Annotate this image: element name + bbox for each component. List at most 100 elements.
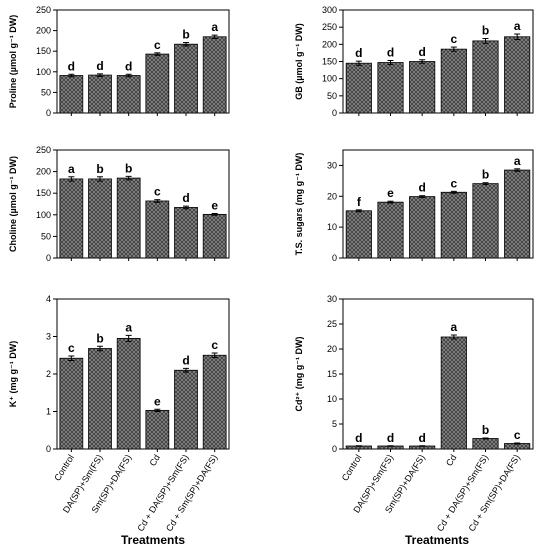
y-tick-label: 0 [46,253,51,263]
chart-panel-1: 0 50 100 150 200 250 Proline (µmol g⁻¹ DW) d d d c… [8,5,230,118]
y-tick-label: 3 [46,332,51,342]
y-tick-label: 150 [36,46,51,56]
bar [472,438,499,450]
plot-frame [56,149,230,259]
significance-letter: a [450,320,457,334]
y-axis-label: T.S. sugars (mg g⁻¹ DW) [294,153,304,256]
bar [116,337,141,450]
chart-panel-3: 0 50 100 150 200 250 Choline (µmol g⁻¹ DW) a b b c… [8,145,230,263]
x-category-label: Control [52,453,76,483]
y-tick-label: 0 [332,444,337,454]
significance-letter: d [182,353,189,367]
significance-letter: b [482,168,489,182]
y-tick-label: 1 [46,407,51,417]
y-tick-label: 10 [327,222,337,232]
bar [504,36,531,114]
significance-letter: d [418,431,425,445]
y-tick-label: 200 [322,39,337,49]
y-tick-label: 0 [332,108,337,118]
y-axis-label: K⁺ (mg g⁻¹ DW) [8,341,18,408]
y-tick-label: 20 [327,344,337,354]
significance-letter: e [211,199,218,213]
y-tick-label: 15 [327,369,337,379]
bar [174,369,198,450]
y-tick-label: 0 [46,108,51,118]
y-tick-label: 30 [327,294,337,304]
bar [116,177,141,259]
significance-letter: c [450,176,457,190]
bar [345,210,372,259]
bar [145,200,170,259]
bar [59,357,84,450]
y-tick-label: 5 [332,419,337,429]
significance-letter: d [125,59,132,73]
y-tick-label: 250 [322,22,337,32]
significance-letter: f [357,195,362,209]
x-category-label: Cd [147,453,162,468]
bar [377,201,404,259]
bar [88,178,112,259]
y-tick-label: 300 [322,5,337,15]
y-tick-label: 0 [46,444,51,454]
significance-letter: d [418,45,425,59]
y-tick-label: 150 [36,188,51,198]
bar [145,53,170,114]
bar [440,48,467,114]
significance-letter: d [387,45,394,59]
y-tick-label: 50 [327,91,337,101]
bar [88,74,112,114]
bar [440,336,467,450]
plot-frame [342,298,534,450]
bar [59,75,84,114]
y-tick-label: 150 [322,57,337,67]
significance-letter: c [154,38,161,52]
significance-letter: c [514,428,521,442]
y-tick-label: 25 [327,319,337,329]
y-tick-label: 50 [41,231,51,241]
bar [504,169,531,259]
y-tick-label: 200 [36,167,51,177]
significance-letter: a [68,162,75,176]
bar [59,178,84,259]
significance-letter: a [514,19,521,33]
bar [174,43,198,114]
y-axis-label: GB (µmol g⁻¹ DW) [294,23,304,99]
significance-letter: a [125,320,132,334]
y-tick-label: 250 [36,145,51,155]
y-tick-label: 4 [46,294,51,304]
significance-letter: d [68,59,75,73]
bar [440,191,467,259]
significance-letter: d [418,181,425,195]
y-tick-label: 250 [36,5,51,15]
chart-panel-2: 0 50 100 150 200 250 300 GB (µmol g⁻¹ DW) d d d c b a [294,5,534,118]
y-tick-label: 30 [327,160,337,170]
bar [409,61,436,114]
bar [345,62,372,114]
significance-letter: c [211,338,218,352]
y-tick-label: 50 [41,87,51,97]
y-axis-label: Choline (µmol g⁻¹ DW) [8,156,18,252]
x-category-label: Control [340,453,364,483]
y-tick-label: 100 [36,67,51,77]
bar [409,196,436,259]
significance-letter: b [482,23,489,37]
significance-letter: b [182,28,189,42]
significance-letter: c [68,341,75,355]
bar [202,36,227,114]
y-tick-label: 0 [332,253,337,263]
y-tick-label: 100 [36,210,51,220]
significance-letter: e [387,186,394,200]
bar [116,75,141,114]
bar [472,40,499,114]
x-category-label: Cd + DA(SP)+Sm(FS) [135,453,190,533]
chart-panel-6: 0 5 10 15 20 25 30 Cd²⁺ (mg g⁻¹ DW) d d d a b c Contro… [294,294,534,533]
bar [472,183,499,259]
significance-letter: b [96,331,103,345]
bar [174,207,198,259]
y-tick-label: 100 [322,74,337,84]
significance-letter: d [96,59,103,73]
y-tick-label: 2 [46,369,51,379]
significance-letter: d [387,431,394,445]
